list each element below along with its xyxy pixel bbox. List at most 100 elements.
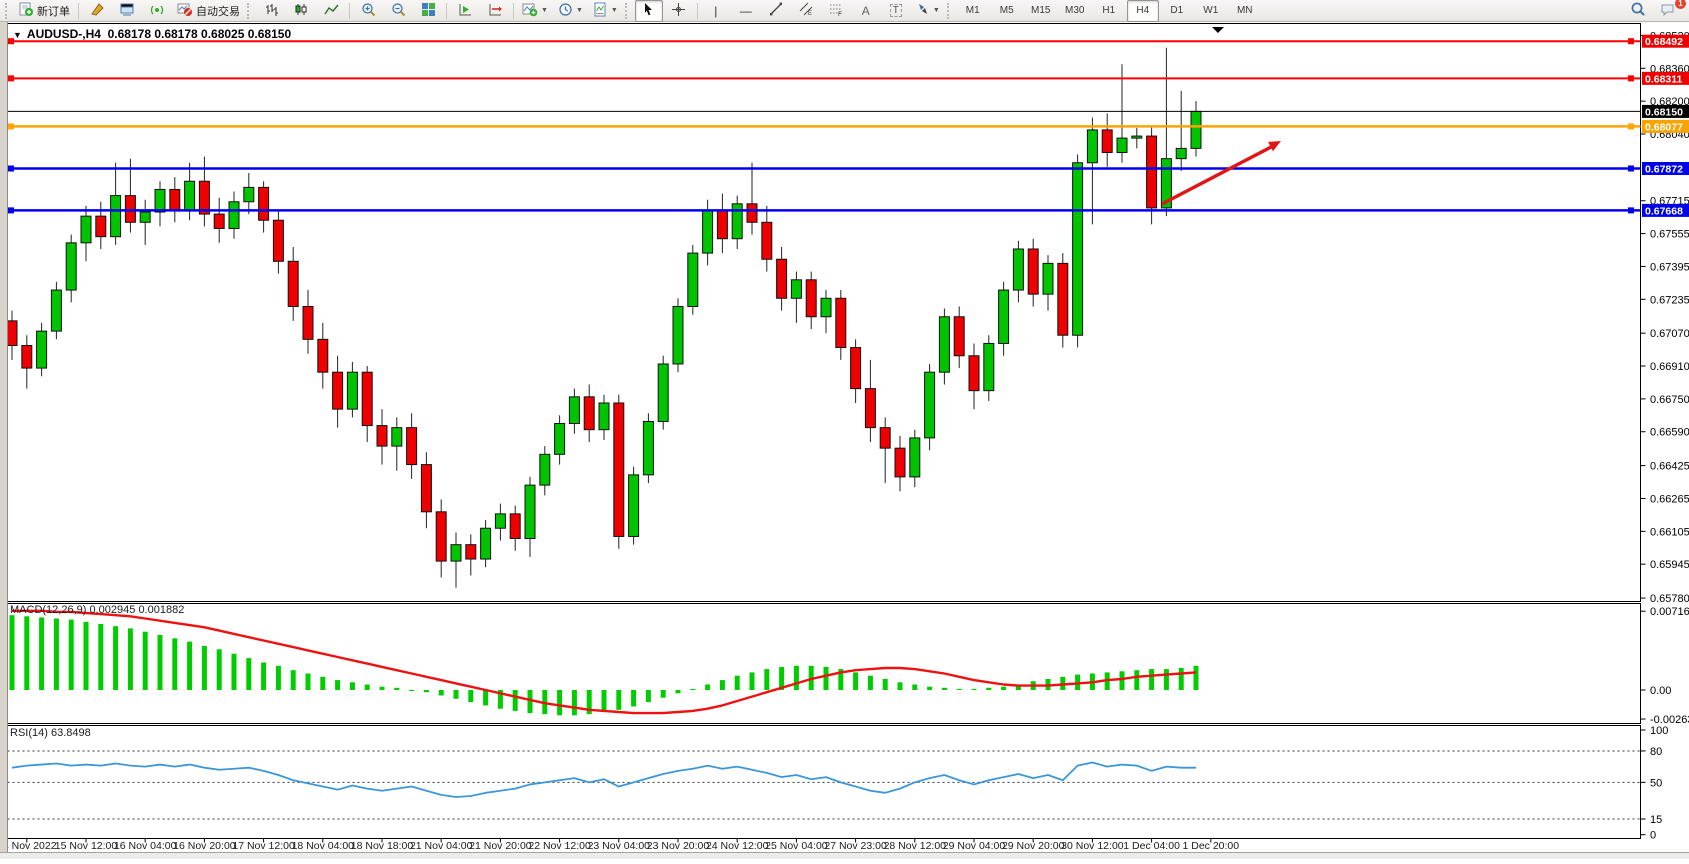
svg-text:24 Nov 12:00: 24 Nov 12:00 (706, 840, 769, 852)
vertical-line-button[interactable]: | (702, 0, 730, 22)
toolbar-separator (78, 3, 79, 19)
equidistant-channel-icon: E (799, 2, 813, 19)
chevron-down-icon: ▼ (541, 7, 548, 14)
svg-text:1 Dec 20:00: 1 Dec 20:00 (1182, 840, 1239, 852)
tile-windows-button[interactable] (414, 0, 442, 22)
timeframe-m5-button[interactable]: M5 (991, 0, 1023, 22)
indicators-icon (522, 2, 538, 20)
crosshair-button[interactable] (665, 0, 693, 22)
zoom-in-button[interactable] (354, 0, 382, 22)
zoom-out-button[interactable] (384, 0, 412, 22)
templates-icon (593, 2, 608, 20)
indicators-button[interactable]: ▼ (518, 0, 552, 22)
search-button[interactable] (1624, 0, 1652, 22)
svg-text:0.67555: 0.67555 (1650, 229, 1689, 241)
price-badge: 0.68150 (1642, 105, 1689, 119)
text-button[interactable]: A (852, 0, 880, 22)
search-icon (1630, 1, 1646, 20)
trendline-button[interactable] (762, 0, 790, 22)
candlestick-chart-icon (294, 2, 309, 20)
timeframe-mn-button[interactable]: MN (1229, 0, 1261, 22)
autotrading-button[interactable]: 自动交易 (173, 0, 244, 22)
trendline-icon (769, 2, 783, 19)
chart-menu-triangle-icon[interactable]: ▼ (13, 30, 22, 40)
toolbar-separator (697, 3, 698, 19)
svg-text:23 Nov 20:00: 23 Nov 20:00 (647, 840, 710, 852)
svg-text:28 Nov 12:00: 28 Nov 12:00 (884, 840, 947, 852)
bar-chart-button[interactable] (257, 0, 285, 22)
timeframe-m30-button[interactable]: M30 (1059, 0, 1091, 22)
price-badge: 0.68311 (1642, 72, 1689, 86)
autotrading-label: 自动交易 (196, 3, 240, 19)
svg-text:0.66750: 0.66750 (1650, 394, 1689, 406)
market-watch-button[interactable] (113, 0, 141, 22)
svg-text:18 Nov 04:00: 18 Nov 04:00 (292, 840, 355, 852)
new-order-button[interactable]: 新订单 (15, 0, 74, 22)
horizontal-line-button[interactable]: — (732, 0, 760, 22)
toolbar-grip[interactable] (625, 3, 630, 19)
svg-text:100: 100 (1650, 725, 1668, 737)
timeframe-m15-button[interactable]: M15 (1025, 0, 1057, 22)
svg-text:27 Nov 23:00: 27 Nov 23:00 (824, 840, 887, 852)
svg-text:0.67070: 0.67070 (1650, 328, 1689, 340)
toolbar-grip[interactable] (5, 3, 10, 19)
horizontal-scrollbar[interactable] (0, 852, 1689, 859)
crosshair-icon (671, 2, 686, 20)
zoom-in-icon (361, 2, 376, 20)
chart-shift-button[interactable] (481, 0, 509, 22)
tile-windows-icon (421, 2, 436, 20)
toolbar-grip[interactable] (247, 3, 252, 19)
fibonacci-button[interactable]: F (822, 0, 850, 22)
svg-text:0.67395: 0.67395 (1650, 261, 1689, 273)
cursor-button[interactable] (635, 0, 663, 22)
svg-text:1 Dec 04:00: 1 Dec 04:00 (1123, 840, 1180, 852)
timeframe-h1-button[interactable]: H1 (1093, 0, 1125, 22)
market-watch-icon (120, 2, 135, 20)
vertical-line-icon: | (714, 5, 717, 17)
main-toolbar: 新订单 自动交易 (0, 0, 1689, 22)
svg-text:0.007161: 0.007161 (1650, 606, 1689, 618)
signals-icon (150, 2, 165, 20)
toolbar-grip[interactable] (947, 3, 952, 19)
chart-ohlc-values: 0.68178 0.68178 0.68025 0.68150 (108, 27, 292, 41)
new-order-icon (19, 2, 34, 20)
text-icon: A (862, 5, 870, 17)
svg-text:14 Nov 2022: 14 Nov 2022 (0, 840, 57, 852)
svg-text:0.68150: 0.68150 (1645, 106, 1683, 118)
svg-text:E: E (808, 11, 812, 16)
templates-button[interactable]: ▼ (589, 0, 622, 22)
svg-text:0.67668: 0.67668 (1645, 205, 1683, 217)
arrows-button[interactable]: ▼ (912, 0, 944, 22)
window-left-edge (0, 22, 8, 859)
timeframe-h4-button[interactable]: H4 (1127, 0, 1159, 22)
signals-button[interactable] (143, 0, 171, 22)
svg-text:0.66910: 0.66910 (1650, 361, 1689, 373)
line-chart-icon (324, 2, 339, 20)
svg-text:16 Nov 04:00: 16 Nov 04:00 (114, 840, 177, 852)
chat-button[interactable]: 1 (1654, 0, 1682, 22)
svg-text:30 Nov 12:00: 30 Nov 12:00 (1061, 840, 1124, 852)
timeframe-w1-button[interactable]: W1 (1195, 0, 1227, 22)
macd-axis: 0.0071610.00-0.002638 (1641, 606, 1689, 726)
svg-text:0.66590: 0.66590 (1650, 427, 1689, 439)
candlestick-chart-button[interactable] (287, 0, 315, 22)
timeframe-d1-button[interactable]: D1 (1161, 0, 1193, 22)
timeframe-m1-button[interactable]: M1 (957, 0, 989, 22)
text-label-button[interactable]: T (882, 0, 910, 22)
auto-scroll-button[interactable] (451, 0, 479, 22)
periods-clock-icon (558, 2, 573, 20)
brush-button[interactable] (83, 0, 111, 22)
chat-badge: 1 (1674, 0, 1687, 10)
fibonacci-icon: F (829, 2, 843, 19)
svg-text:F: F (838, 11, 842, 16)
equidistant-channel-button[interactable]: E (792, 0, 820, 22)
svg-text:15 Nov 12:00: 15 Nov 12:00 (55, 840, 118, 852)
periods-button[interactable]: ▼ (554, 0, 587, 22)
svg-text:23 Nov 04:00: 23 Nov 04:00 (588, 840, 651, 852)
chevron-down-icon: ▼ (576, 7, 583, 14)
line-chart-button[interactable] (317, 0, 345, 22)
svg-text:25 Nov 04:00: 25 Nov 04:00 (765, 840, 828, 852)
